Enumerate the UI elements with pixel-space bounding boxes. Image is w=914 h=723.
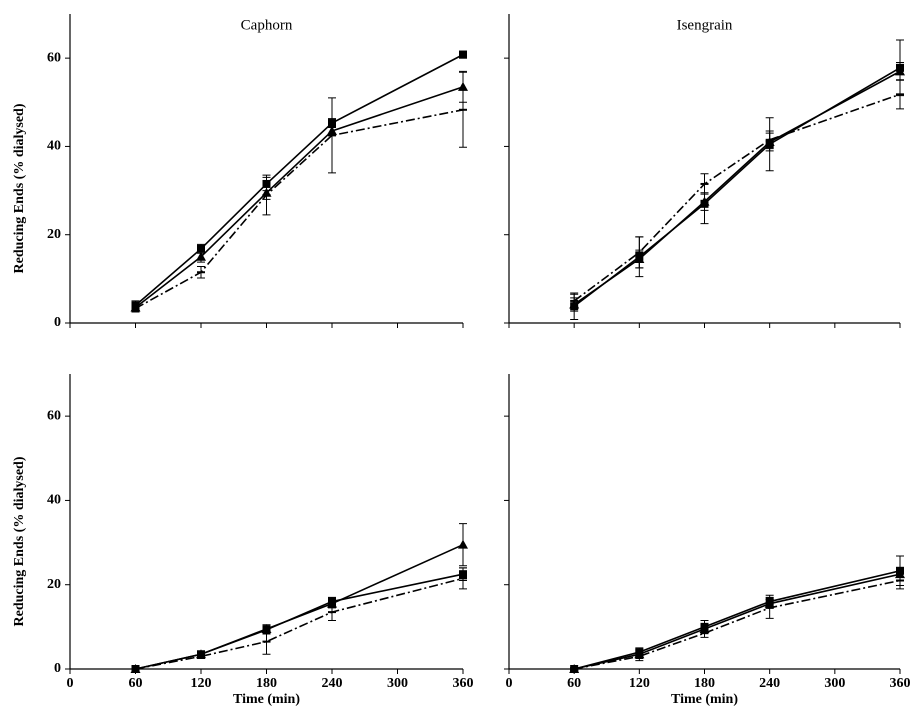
x-tick-label: 0: [506, 676, 513, 691]
x-axis-label: Time (min): [233, 692, 300, 707]
series-line: [135, 573, 464, 670]
y-tick-label: 20: [47, 577, 61, 592]
y-tick-label: 0: [54, 315, 61, 330]
panel-title: Caphorn: [241, 17, 293, 33]
x-tick-label: 360: [890, 676, 911, 691]
series-line: [135, 543, 464, 670]
x-tick-label: 60: [129, 676, 143, 691]
x-axis-label: Time (min): [671, 692, 738, 707]
marker-triangle: [699, 196, 710, 206]
y-tick-label: 60: [47, 50, 61, 65]
y-tick-label: 20: [47, 227, 61, 242]
x-tick-label: 240: [322, 676, 343, 691]
x-tick-label: 180: [694, 676, 715, 691]
marker-triangle: [458, 539, 468, 549]
x-tick-label: 300: [824, 676, 845, 691]
panel-title: Isengrain: [677, 17, 733, 33]
series-line: [135, 577, 464, 670]
y-tick-label: 60: [47, 408, 61, 423]
y-axis-label: Reducing Ends (% dialysed): [12, 456, 27, 626]
marker-square: [459, 50, 467, 59]
y-tick-label: 0: [54, 661, 61, 676]
x-tick-label: 60: [567, 676, 581, 691]
y-tick-label: 40: [47, 493, 61, 508]
x-tick-label: 180: [256, 676, 277, 691]
series-line: [135, 109, 464, 310]
y-tick-label: 40: [47, 139, 61, 154]
series-line: [573, 70, 901, 306]
marker-triangle: [895, 66, 905, 76]
x-tick-label: 120: [191, 676, 212, 691]
series-line: [573, 573, 901, 670]
x-tick-label: 240: [759, 676, 780, 691]
marker-triangle: [196, 251, 206, 261]
x-tick-label: 0: [67, 676, 74, 691]
marker-square: [197, 244, 205, 253]
y-axis-label: Reducing Ends (% dialysed): [12, 103, 27, 273]
x-tick-label: 120: [629, 676, 650, 691]
series-line: [134, 53, 464, 306]
x-tick-label: 300: [387, 676, 408, 691]
x-tick-label: 360: [453, 676, 474, 691]
